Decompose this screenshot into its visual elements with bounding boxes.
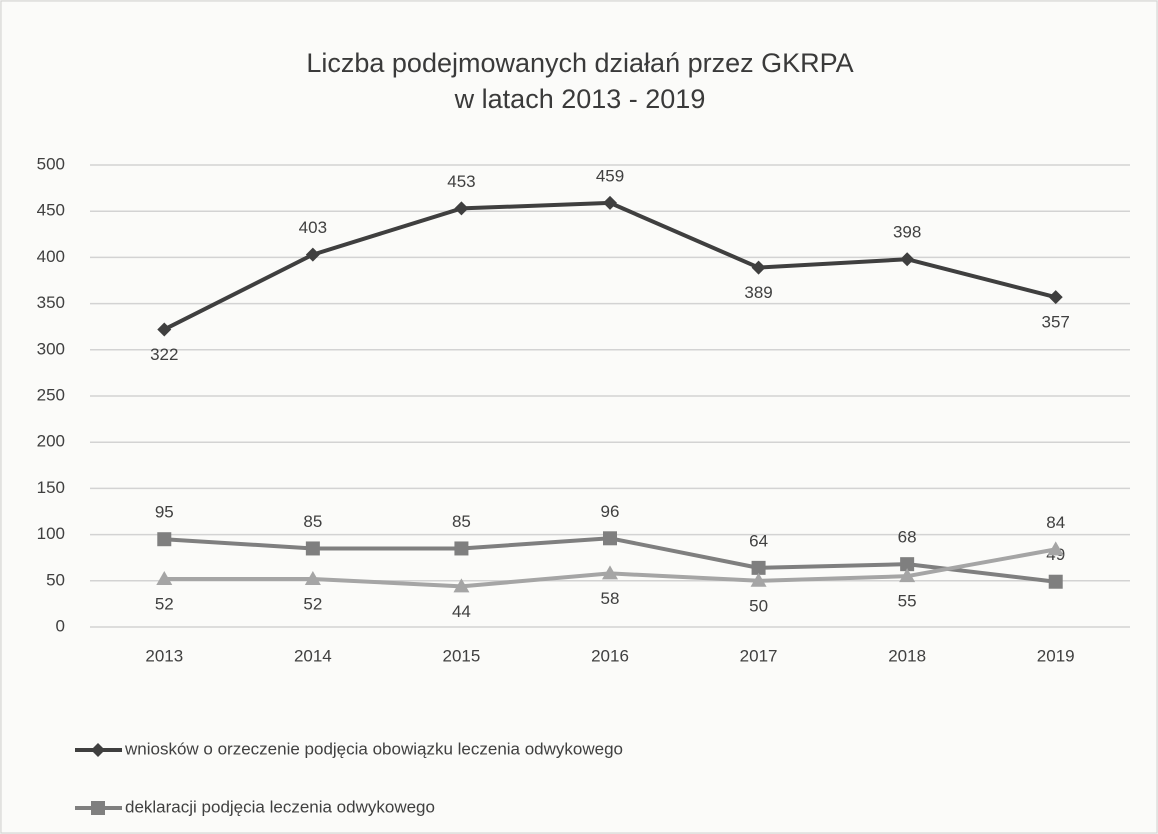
point xyxy=(751,560,766,575)
point xyxy=(900,557,915,572)
x-tick-label: 2014 xyxy=(294,646,332,665)
x-tick-label: 2015 xyxy=(443,646,481,665)
x-tick-label: 2016 xyxy=(591,646,629,665)
y-tick-label: 250 xyxy=(37,385,65,404)
data-label: 52 xyxy=(303,594,322,613)
point xyxy=(899,568,916,583)
data-label: 398 xyxy=(893,223,921,242)
data-label: 357 xyxy=(1042,313,1070,332)
x-tick-label: 2019 xyxy=(1037,646,1075,665)
data-label: 85 xyxy=(452,512,471,531)
point xyxy=(1048,290,1063,305)
point xyxy=(602,565,618,580)
point xyxy=(157,532,172,547)
y-tick-label: 50 xyxy=(46,570,65,589)
legend-marker xyxy=(91,801,105,815)
point xyxy=(900,252,915,267)
point xyxy=(603,531,617,546)
data-label: 403 xyxy=(299,218,327,237)
point xyxy=(750,572,767,587)
data-label: 52 xyxy=(155,594,174,613)
data-label: 389 xyxy=(744,283,772,302)
legend-label: deklaracji podjęcia leczenia odwykowego xyxy=(125,797,435,816)
point xyxy=(453,578,470,593)
data-label: 95 xyxy=(155,503,174,522)
y-tick-label: 500 xyxy=(37,154,65,173)
y-tick-label: 450 xyxy=(37,201,65,220)
data-label: 50 xyxy=(749,596,768,615)
data-label: 58 xyxy=(601,589,620,608)
data-label: 85 xyxy=(303,512,322,531)
point xyxy=(1047,541,1064,556)
x-tick-label: 2013 xyxy=(145,646,183,665)
y-tick-label: 0 xyxy=(56,616,65,635)
point xyxy=(1048,574,1063,589)
x-tick-label: 2018 xyxy=(888,646,926,665)
legend-label: wniosków o orzeczenie podjęcia obowiązku… xyxy=(124,739,623,758)
point xyxy=(304,570,321,585)
chart-title: Liczba podejmowanych działań przez GKRPA xyxy=(306,48,853,78)
y-tick-label: 150 xyxy=(37,478,65,497)
y-tick-label: 300 xyxy=(37,339,65,358)
point xyxy=(454,201,469,216)
y-tick-label: 100 xyxy=(37,524,65,543)
point xyxy=(751,260,766,275)
y-tick-label: 200 xyxy=(37,432,65,451)
data-label: 322 xyxy=(150,345,178,364)
point xyxy=(603,195,617,210)
data-label: 459 xyxy=(596,166,624,185)
data-label: 68 xyxy=(898,528,917,547)
data-label: 453 xyxy=(447,172,475,191)
y-tick-label: 350 xyxy=(37,293,65,312)
data-label: 44 xyxy=(452,602,471,621)
point xyxy=(305,541,320,556)
legend-marker xyxy=(91,743,105,757)
point xyxy=(157,322,172,337)
point xyxy=(156,570,173,585)
x-tick-label: 2017 xyxy=(740,646,778,665)
data-label: 84 xyxy=(1046,513,1065,532)
data-label: 64 xyxy=(749,531,768,550)
point xyxy=(454,541,469,556)
data-label: 96 xyxy=(601,502,620,521)
y-tick-label: 400 xyxy=(37,247,65,266)
chart-title: w latach 2013 - 2019 xyxy=(454,84,706,114)
data-label: 55 xyxy=(898,592,917,611)
point xyxy=(305,247,320,262)
